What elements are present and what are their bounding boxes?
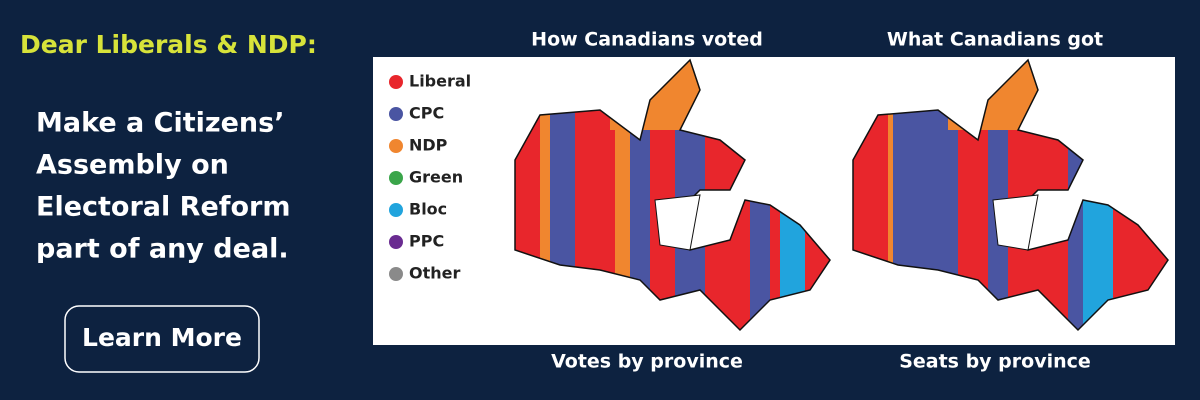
legend-swatch [389,203,403,217]
map-outline [852,58,1169,332]
message-line: Assembly on [36,150,229,181]
legend-label: Green [409,168,463,187]
message-line: Make a Citizens’ [36,108,284,139]
region [888,60,894,330]
map-caption: Votes by province [551,351,743,373]
legend-label: CPC [409,104,444,123]
legend-swatch [389,267,403,281]
legend-label: Liberal [409,72,471,91]
legend-swatch [389,171,403,185]
message-line: part of any deal. [36,234,289,265]
message-line: Electoral Reform [36,192,291,223]
button-label[interactable]: Learn More [82,323,242,352]
hudson-bay [992,194,1039,251]
message: Make a Citizens’ Assembly on Electoral Ref… [36,108,291,265]
legend-swatch [389,235,403,249]
map-title: How Canadians voted [531,29,763,51]
hudson-bay [654,194,701,251]
header-title: Dear Liberals & NDP: [20,30,317,59]
legend-label: PPC [409,232,444,251]
region [540,60,551,330]
legend-swatch [389,107,403,121]
legend-swatch [389,139,403,153]
map-title: What Canadians got [887,29,1103,51]
learn-more-button[interactable] [64,305,260,373]
legend-label: Other [409,264,460,283]
map-outline [514,58,831,332]
legend-label: Bloc [409,200,447,219]
legend-label: NDP [409,136,448,155]
legend-swatch [389,75,403,89]
map-caption: Seats by province [899,351,1091,373]
